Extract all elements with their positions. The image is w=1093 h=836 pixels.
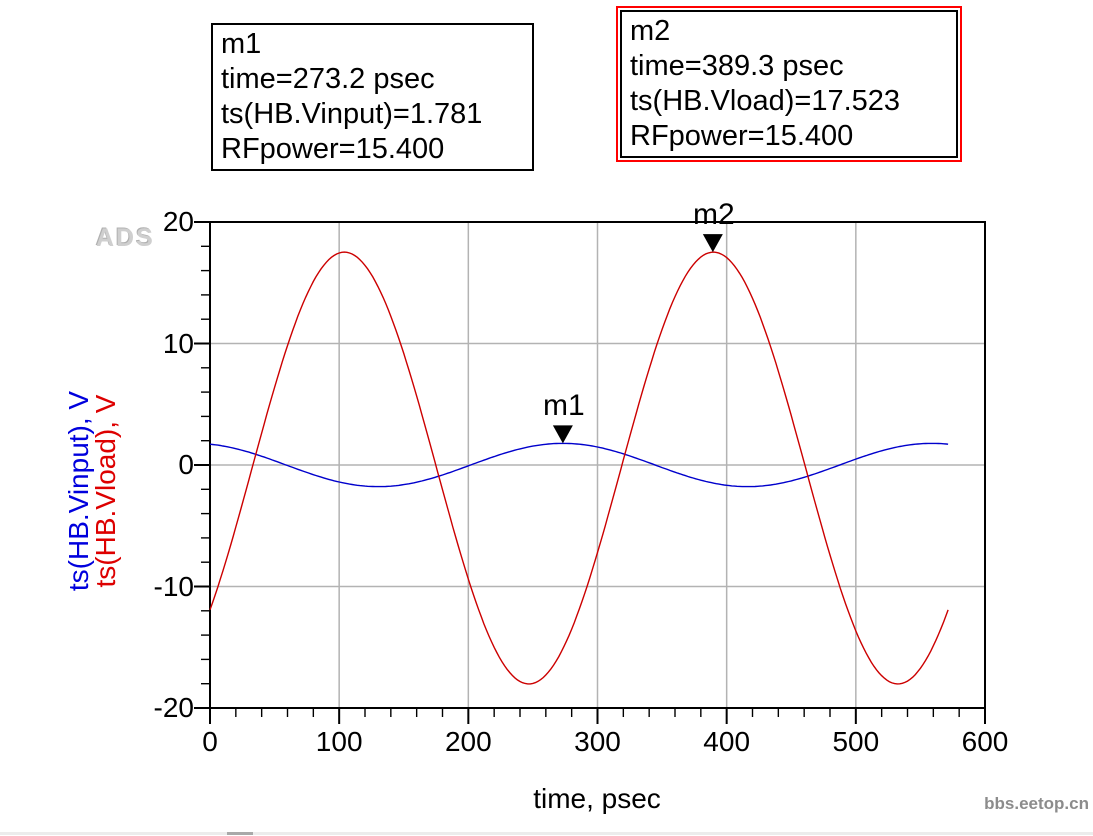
marker-m2-rfpower: RFpower=15.400 [630,120,854,152]
y-axis-title-vinput: ts(HB.Vinput), V [63,390,94,592]
x-tick-label: 600 [961,726,1009,757]
marker-readout-m2[interactable]: m2 time=389.3 psec ts(HB.Vload)=17.523 R… [620,10,958,158]
x-tick-label: 500 [832,726,880,757]
site-watermark: bbs.eetop.cn [984,794,1089,813]
x-axis-title: time, psec [533,783,661,814]
y-tick-label: 10 [162,327,194,359]
marker-readout-m1[interactable]: m1 time=273.2 psec ts(HB.Vinput)=1.781 R… [211,23,534,171]
marker-m1-rfpower: RFpower=15.400 [221,133,445,165]
y-tick-label: -20 [153,692,194,723]
y-tick-label: -10 [153,570,194,602]
trace-vinput[interactable] [209,442,949,488]
marker-m1-time: time=273.2 psec [221,63,435,95]
x-tick-label: 0 [202,726,218,757]
x-tick-label: 100 [315,726,363,757]
marker-m1-symbol[interactable] [552,425,573,444]
trace-vload[interactable] [209,251,949,685]
marker-m2-plot-label: m2 [693,198,735,232]
marker-m2-symbol[interactable] [702,234,723,253]
horizontal-scrollbar-thumb[interactable] [227,832,253,835]
ads-logo: ADS [96,224,155,252]
x-tick-label: 400 [703,726,751,757]
marker-m1-name: m1 [221,28,262,60]
marker-readout-m2-selection[interactable]: m2 time=389.3 psec ts(HB.Vload)=17.523 R… [616,6,962,162]
marker-m2-name: m2 [630,15,671,47]
marker-m2-value: ts(HB.Vload)=17.523 [630,85,901,117]
horizontal-scrollbar[interactable] [0,832,1093,835]
marker-m1-plot-label: m1 [543,389,585,423]
marker-m2-time: time=389.3 psec [630,50,844,82]
y-tick-label: 20 [162,206,194,237]
x-tick-label: 200 [444,726,492,757]
x-tick-label: 300 [574,726,621,757]
y-tick-label: 0 [178,449,194,480]
marker-m1-value: ts(HB.Vinput)=1.781 [221,98,483,130]
y-axis-title-vload: ts(HB.Vload), V [90,394,121,588]
